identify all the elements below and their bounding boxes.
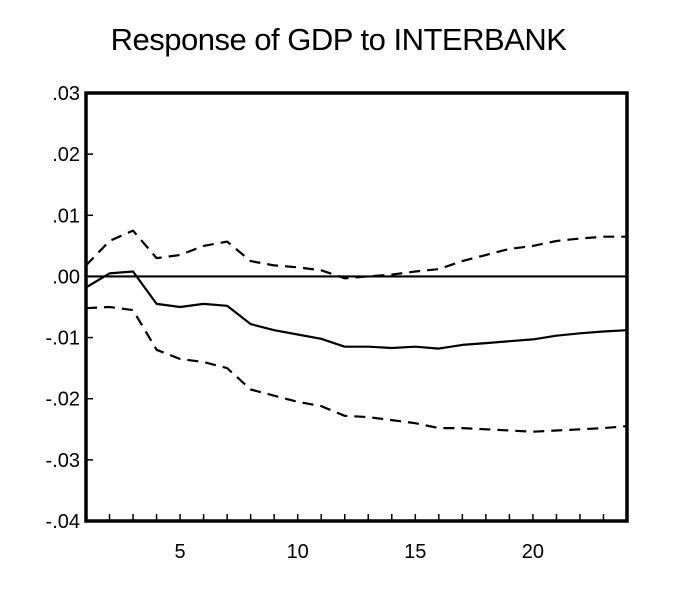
confidence-band-line-2 [85, 305, 628, 433]
x-tick-label: 10 [287, 541, 309, 563]
y-tick-label: -.02 [46, 389, 80, 411]
y-tick-label: .02 [52, 144, 80, 166]
y-tick-label: -.04 [46, 511, 80, 533]
plot-area-frame [84, 91, 629, 523]
y-tick-label: .00 [52, 266, 80, 288]
y-tick-label: .01 [52, 205, 80, 227]
y-tick-label: .03 [52, 83, 80, 105]
response-line-0 [85, 270, 628, 350]
confidence-band-line-1 [85, 229, 627, 280]
x-tick-label: 5 [175, 541, 186, 563]
chart-title: Response of GDP to INTERBANK [110, 22, 567, 57]
x-tick-label: 20 [522, 541, 544, 563]
y-tick-label: -.01 [46, 328, 80, 350]
x-tick-label: 15 [404, 541, 426, 563]
y-tick-label: -.03 [46, 450, 80, 472]
